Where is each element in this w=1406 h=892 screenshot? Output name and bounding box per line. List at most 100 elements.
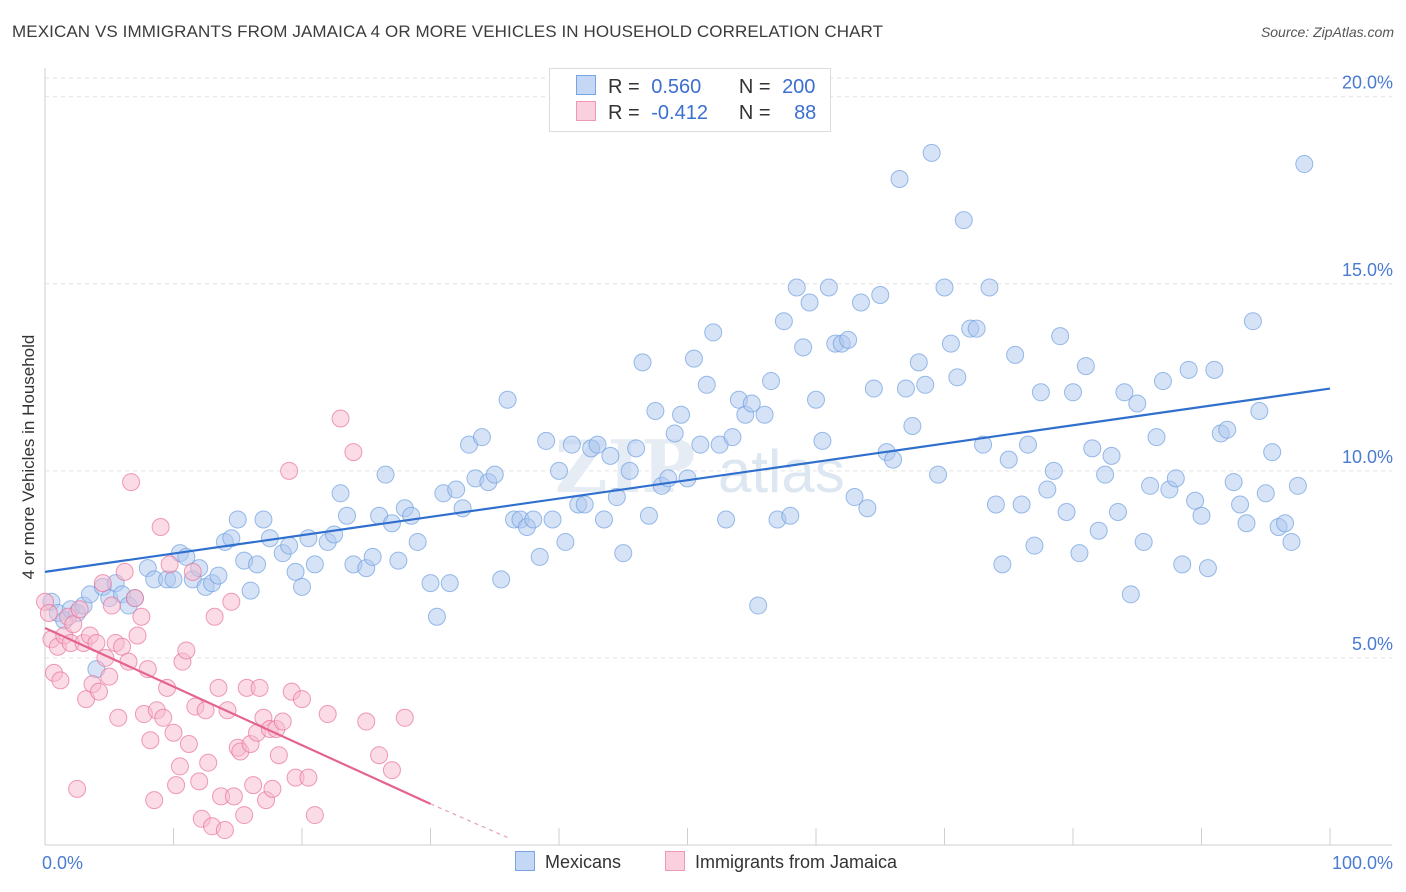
data-point — [742, 394, 761, 413]
data-point — [794, 338, 813, 357]
data-point — [1173, 555, 1192, 574]
data-point — [244, 776, 263, 795]
bottom-legend-label: Mexicans — [545, 852, 622, 872]
data-point — [39, 604, 58, 623]
data-point — [1057, 503, 1076, 522]
data-point — [1263, 443, 1282, 462]
data-point — [1205, 360, 1224, 379]
data-point — [113, 637, 132, 656]
data-point — [447, 480, 466, 499]
data-point — [986, 495, 1005, 514]
data-point — [1276, 514, 1295, 533]
y-axis-label: 4 or more Vehicles in Household — [19, 335, 38, 580]
trend-line-extension — [430, 803, 508, 839]
data-point — [228, 510, 247, 529]
data-point — [337, 506, 356, 525]
data-point — [1025, 536, 1044, 555]
data-point — [1044, 461, 1063, 480]
data-point — [607, 488, 626, 507]
data-point — [154, 708, 173, 727]
data-point — [1295, 155, 1314, 174]
data-point — [132, 607, 151, 626]
data-point — [1179, 360, 1198, 379]
bottom-legend-swatch-pink — [665, 851, 685, 871]
data-point — [325, 525, 344, 544]
data-point — [614, 544, 633, 563]
data-point — [115, 562, 134, 581]
data-point — [485, 465, 504, 484]
data-point — [1192, 506, 1211, 525]
data-point — [1218, 420, 1237, 439]
data-point — [1282, 532, 1301, 551]
data-point — [935, 278, 954, 297]
data-point — [122, 473, 141, 492]
data-point — [363, 547, 382, 566]
legend-n-value: 200 — [782, 76, 816, 98]
data-point — [633, 353, 652, 372]
data-point — [749, 596, 768, 615]
data-point — [537, 431, 556, 450]
data-point — [269, 746, 288, 765]
trend-line — [44, 626, 431, 805]
data-point — [179, 734, 198, 753]
data-point — [1250, 401, 1269, 420]
data-point — [980, 278, 999, 297]
data-point — [318, 705, 337, 724]
data-point — [672, 405, 691, 424]
data-point — [691, 435, 710, 454]
data-point — [51, 671, 70, 690]
data-point — [1019, 435, 1038, 454]
data-point — [209, 566, 228, 585]
data-point — [922, 143, 941, 162]
data-point — [1198, 559, 1217, 578]
data-point — [774, 312, 793, 331]
data-point — [370, 746, 389, 765]
legend-r-label: R = — [608, 102, 640, 124]
legend-n-label: N = — [738, 76, 771, 98]
axes — [44, 68, 1392, 846]
data-point — [697, 375, 716, 394]
data-point — [205, 607, 224, 626]
data-point — [299, 768, 318, 787]
data-point — [64, 615, 83, 634]
data-point — [909, 353, 928, 372]
data-point — [974, 435, 993, 454]
data-point — [948, 368, 967, 387]
chart-title: MEXICAN VS IMMIGRANTS FROM JAMAICA 4 OR … — [12, 22, 884, 41]
data-point — [1147, 428, 1166, 447]
legend-n-label: N = — [738, 102, 771, 124]
data-point — [1102, 446, 1121, 465]
bottom-legend-label: Immigrants from Jamaica — [695, 852, 898, 872]
data-point — [241, 581, 260, 600]
data-point — [1243, 312, 1262, 331]
data-point — [941, 334, 960, 353]
data-point — [1256, 484, 1275, 503]
data-point — [1051, 327, 1070, 346]
data-point — [1070, 544, 1089, 563]
data-point — [1134, 532, 1153, 551]
data-point — [550, 461, 568, 480]
data-point — [1076, 357, 1095, 376]
data-point — [167, 776, 186, 795]
data-point — [70, 600, 89, 619]
data-point — [273, 712, 292, 731]
data-point — [109, 708, 128, 727]
data-point — [813, 431, 832, 450]
data-point — [177, 641, 196, 660]
data-point — [1089, 521, 1108, 540]
data-point — [1288, 476, 1307, 495]
data-point — [89, 682, 108, 701]
data-point — [250, 678, 269, 697]
bottom-legend-mexicans: Mexicans — [515, 851, 621, 873]
data-point — [1083, 439, 1102, 458]
data-point — [183, 562, 202, 581]
legend-swatch-pink — [576, 101, 596, 121]
data-point — [68, 779, 87, 798]
data-point — [128, 626, 147, 645]
x-tick-label: 100.0% — [1332, 853, 1393, 873]
data-point — [472, 428, 491, 447]
data-point — [916, 375, 935, 394]
data-point — [299, 529, 318, 548]
legend-row-jamaica: R = -0.412 N = 88 — [576, 101, 816, 127]
